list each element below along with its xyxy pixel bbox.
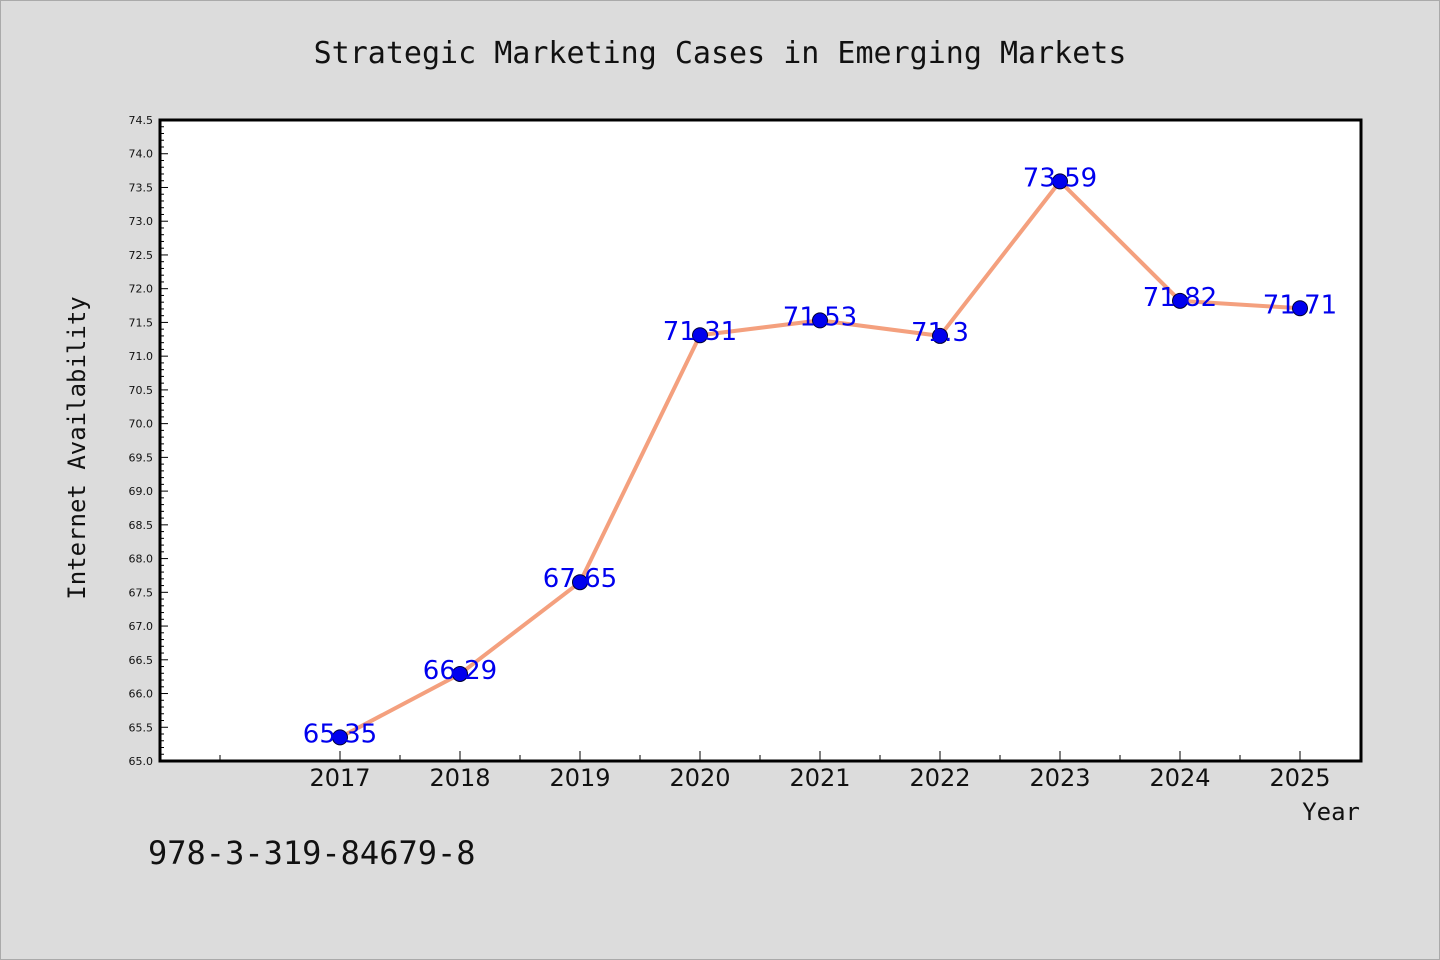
series-layer: 65.35 66.29 67.65 71.31 71.53 71.3 73.59 71.82 7… [303, 163, 1337, 749]
data-point [932, 327, 948, 344]
y-tick-label: 68.0 [129, 553, 154, 566]
y-tick-label: 67.0 [129, 620, 154, 633]
y-axis-label: Internet Availability [63, 296, 91, 599]
y-tick-label: 71.0 [129, 350, 154, 363]
x-tick-label: 2025 [1269, 764, 1330, 792]
x-tick-label: 2019 [549, 764, 610, 792]
data-label: 71.82 [1143, 283, 1217, 313]
data-label: 71.53 [783, 302, 857, 332]
data-point [1292, 300, 1308, 317]
chart-title: Strategic Marketing Cases in Emerging Ma… [314, 36, 1127, 71]
plot-area [160, 120, 1361, 761]
y-tick-label: 70.0 [129, 418, 154, 431]
x-tick-label: 2021 [789, 764, 850, 792]
data-point [692, 327, 708, 344]
y-tick-label: 72.5 [129, 249, 154, 262]
x-tick-label: 2018 [429, 764, 490, 792]
data-point [1052, 173, 1068, 190]
x-tick-label: 2023 [1029, 764, 1090, 792]
data-label: 67.65 [543, 564, 617, 594]
data-point [572, 574, 588, 591]
data-label: 73.59 [1023, 163, 1097, 193]
y-axis: 65.0 65.5 66.0 66.5 67.0 67.5 68.0 68.5 69.0 69.5… [129, 114, 168, 768]
data-label: 65.35 [303, 719, 377, 749]
data-label: 71.71 [1263, 290, 1337, 320]
data-label: 71.3 [911, 318, 969, 348]
data-point [1172, 292, 1188, 309]
x-tick-label: 2024 [1149, 764, 1210, 792]
x-tick-label: 2020 [669, 764, 730, 792]
data-label: 66.29 [423, 656, 497, 686]
x-axis: 2017 2018 2019 2020 2021 2022 2023 2024 2025 [219, 751, 1331, 792]
plot-frame [158, 118, 1363, 763]
y-tick-label: 69.5 [129, 451, 154, 464]
data-point [812, 312, 828, 329]
y-tick-label: 74.5 [129, 114, 154, 127]
y-tick-label: 74.0 [129, 148, 154, 161]
y-tick-label: 65.5 [129, 721, 154, 734]
y-tick-label: 69.0 [129, 485, 154, 498]
y-tick-label: 70.5 [129, 384, 154, 397]
y-tick-label: 66.5 [129, 654, 154, 667]
y-tick-label: 72.0 [129, 283, 154, 296]
x-tick-label: 2017 [309, 764, 370, 792]
data-label: 71.31 [663, 317, 737, 347]
y-tick-label: 65.0 [129, 755, 154, 768]
data-point [452, 665, 468, 682]
y-tick-label: 68.5 [129, 519, 154, 532]
y-tick-label: 67.5 [129, 586, 154, 599]
x-tick-label: 2022 [909, 764, 970, 792]
data-point [332, 729, 348, 746]
y-tick-label: 66.0 [129, 688, 154, 701]
y-tick-label: 73.0 [129, 215, 154, 228]
y-tick-label: 73.5 [129, 181, 154, 194]
x-axis-label: Year [1302, 798, 1360, 826]
footer-code: 978-3-319-84679-8 [148, 834, 476, 872]
y-tick-label: 71.5 [129, 316, 154, 329]
